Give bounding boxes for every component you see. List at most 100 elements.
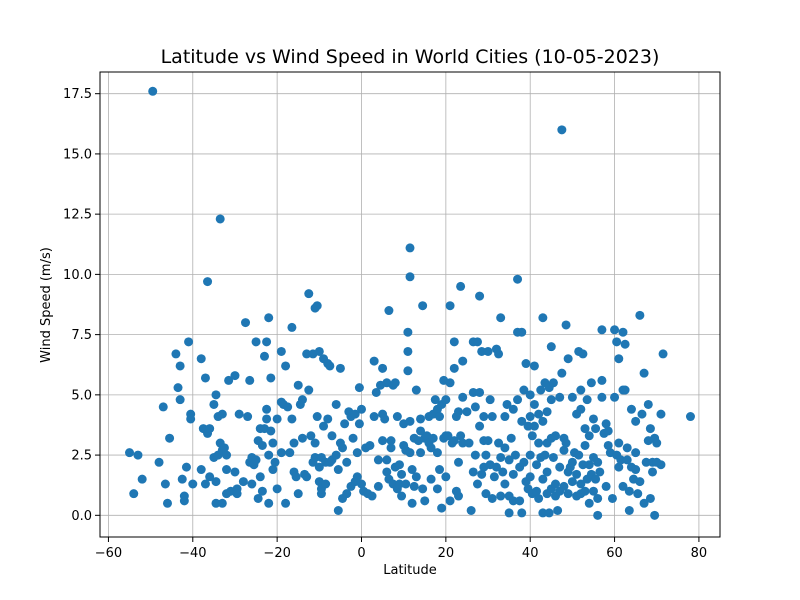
data-point — [133, 450, 143, 460]
x-tick-label: 80 — [691, 546, 708, 561]
data-point — [203, 277, 213, 287]
data-point — [312, 412, 322, 422]
data-point — [211, 498, 221, 508]
data-point — [247, 479, 257, 489]
data-point — [232, 489, 242, 499]
data-point — [472, 337, 482, 347]
data-point — [251, 337, 261, 347]
y-axis-label: Wind Speed (m/s) — [39, 247, 54, 363]
data-point — [576, 385, 586, 395]
data-point — [209, 399, 219, 409]
data-point — [397, 491, 407, 501]
data-point — [409, 481, 419, 491]
data-point — [603, 440, 613, 450]
data-point — [222, 465, 232, 475]
data-point — [487, 412, 497, 422]
data-point — [500, 412, 510, 422]
data-point — [253, 493, 263, 503]
data-point — [496, 452, 506, 462]
data-point — [333, 465, 343, 475]
data-point — [403, 366, 413, 376]
data-point — [378, 363, 388, 373]
data-point — [491, 462, 501, 472]
data-point — [637, 409, 647, 419]
data-point — [513, 395, 523, 405]
data-point — [397, 469, 407, 479]
data-point — [222, 450, 232, 460]
data-point — [582, 395, 592, 405]
data-point — [390, 378, 400, 388]
data-point — [622, 455, 632, 465]
data-point — [333, 505, 343, 515]
data-point — [496, 313, 506, 323]
data-point — [445, 378, 455, 388]
data-point — [529, 399, 539, 409]
data-point — [603, 426, 613, 436]
data-point — [287, 322, 297, 332]
data-point — [464, 438, 474, 448]
data-point — [504, 455, 514, 465]
data-point — [578, 349, 588, 359]
data-point — [588, 486, 598, 496]
data-point — [462, 407, 472, 417]
data-point — [641, 457, 651, 467]
data-point — [394, 460, 404, 470]
data-point — [382, 467, 392, 477]
data-point — [283, 402, 293, 412]
data-point — [302, 472, 312, 482]
data-point — [572, 469, 582, 479]
data-point — [500, 443, 510, 453]
x-tick-label: 20 — [438, 546, 455, 561]
data-point — [211, 477, 221, 487]
data-point — [369, 356, 379, 366]
data-point — [224, 375, 234, 385]
data-point — [416, 414, 426, 424]
data-point — [508, 469, 518, 479]
data-point — [496, 491, 506, 501]
data-point — [593, 493, 603, 503]
y-tick-label: 17.5 — [63, 87, 92, 102]
data-point — [656, 409, 666, 419]
data-point — [354, 419, 364, 429]
data-point — [314, 346, 324, 356]
data-point — [281, 498, 291, 508]
data-point — [538, 474, 548, 484]
data-point — [498, 467, 508, 477]
data-point — [618, 327, 628, 337]
data-point — [534, 438, 544, 448]
data-point — [435, 412, 445, 422]
data-point — [620, 385, 630, 395]
data-point — [557, 125, 567, 135]
data-point — [648, 467, 658, 477]
data-point — [137, 474, 147, 484]
x-tick-label: −40 — [179, 546, 206, 561]
data-point — [557, 368, 567, 378]
data-point — [553, 505, 563, 515]
data-point — [559, 445, 569, 455]
data-point — [241, 318, 251, 328]
data-point — [525, 450, 535, 460]
data-point — [264, 313, 274, 323]
data-point — [470, 450, 480, 460]
data-point — [291, 472, 301, 482]
data-point — [529, 361, 539, 371]
data-point — [276, 346, 286, 356]
data-point — [624, 486, 634, 496]
data-point — [435, 465, 445, 475]
data-point — [456, 431, 466, 441]
data-point — [285, 448, 295, 458]
data-point — [430, 395, 440, 405]
data-point — [304, 289, 314, 299]
data-point — [563, 489, 573, 499]
data-point — [230, 467, 240, 477]
data-point — [610, 392, 620, 402]
x-tick-label: 60 — [606, 546, 623, 561]
data-point — [525, 412, 535, 422]
data-point — [257, 440, 267, 450]
data-point — [466, 505, 476, 515]
data-point — [259, 351, 269, 361]
data-point — [475, 387, 485, 397]
data-point — [591, 474, 601, 484]
data-point — [403, 346, 413, 356]
